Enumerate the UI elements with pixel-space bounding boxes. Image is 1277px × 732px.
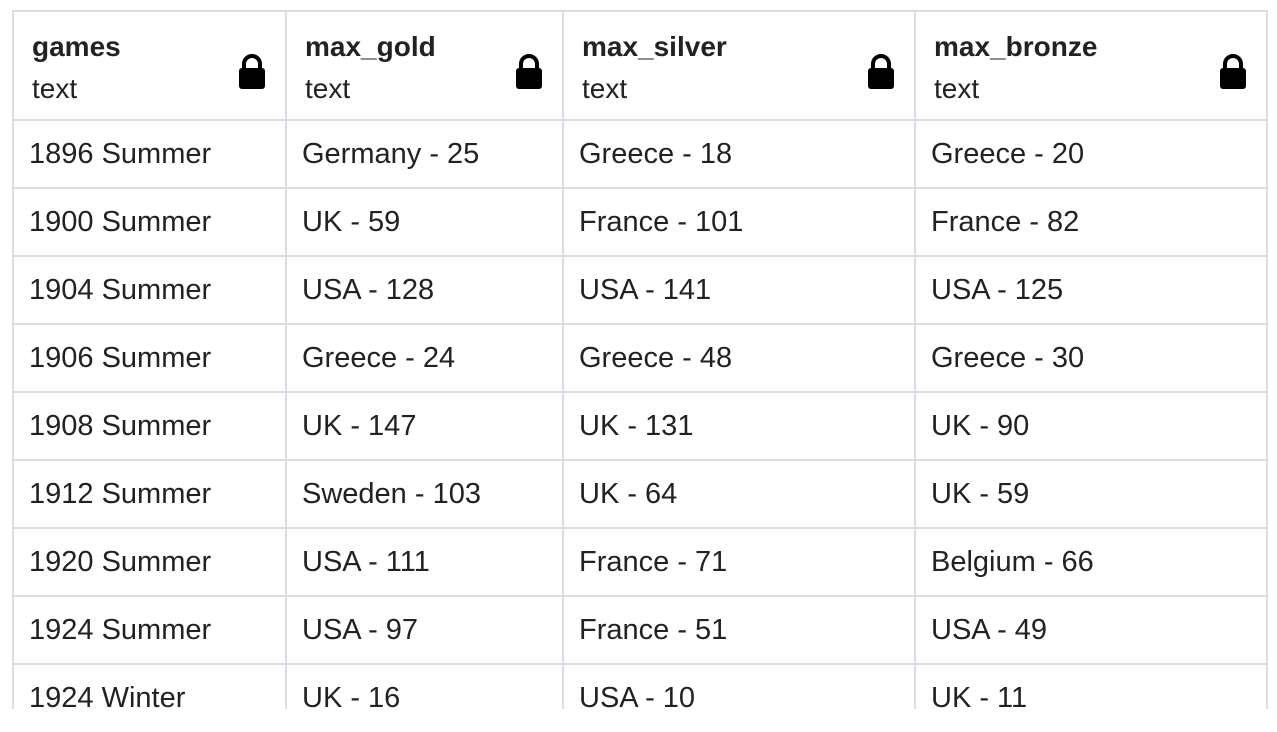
table-cell[interactable]: Greece - 30 — [914, 323, 1268, 393]
column-name: games — [32, 31, 121, 62]
column-type: text — [305, 73, 351, 104]
table-cell[interactable]: France - 101 — [562, 187, 916, 257]
column-type: text — [934, 73, 980, 104]
table-cell[interactable]: USA - 128 — [285, 255, 564, 325]
table-row: 1906 Summer Greece - 24 Greece - 48 Gree… — [12, 323, 1268, 393]
table-row: 1900 Summer UK - 59 France - 101 France … — [12, 187, 1268, 257]
table-cell[interactable]: 1924 Summer — [12, 595, 287, 665]
column-name: max_bronze — [934, 31, 1098, 62]
table-row: 1920 Summer USA - 111 France - 71 Belgiu… — [12, 527, 1268, 597]
lock-icon — [868, 54, 894, 89]
table-cell[interactable]: Greece - 20 — [914, 119, 1268, 189]
table-cell[interactable]: 1900 Summer — [12, 187, 287, 257]
table-cell[interactable]: France - 51 — [562, 595, 916, 665]
table-cell[interactable]: Belgium - 66 — [914, 527, 1268, 597]
result-grid: games text max_gold text max — [12, 10, 1268, 709]
table-cell[interactable]: 1906 Summer — [12, 323, 287, 393]
lock-icon — [239, 54, 265, 89]
table-cell[interactable]: Greece - 24 — [285, 323, 564, 393]
table-row: 1908 Summer UK - 147 UK - 131 UK - 90 — [12, 391, 1268, 461]
table-cell[interactable]: France - 82 — [914, 187, 1268, 257]
column-name: max_silver — [582, 31, 727, 62]
table-cell[interactable]: France - 71 — [562, 527, 916, 597]
table-row: 1912 Summer Sweden - 103 UK - 64 UK - 59 — [12, 459, 1268, 529]
data-output-table: games text max_gold text max — [12, 10, 1268, 709]
table-row: 1924 Winter UK - 16 USA - 10 UK - 11 — [12, 663, 1268, 709]
table-cell[interactable]: 1920 Summer — [12, 527, 287, 597]
table-cell[interactable]: Greece - 48 — [562, 323, 916, 393]
table-cell[interactable]: 1904 Summer — [12, 255, 287, 325]
column-header-max-gold[interactable]: max_gold text — [285, 10, 564, 121]
table-cell[interactable]: USA - 10 — [562, 663, 916, 709]
table-cell[interactable]: UK - 64 — [562, 459, 916, 529]
header-row: games text max_gold text max — [12, 10, 1268, 121]
table-row: 1896 Summer Germany - 25 Greece - 18 Gre… — [12, 119, 1268, 189]
column-header-games[interactable]: games text — [12, 10, 287, 121]
table-cell[interactable]: UK - 11 — [914, 663, 1268, 709]
column-name: max_gold — [305, 31, 436, 62]
table-cell[interactable]: USA - 125 — [914, 255, 1268, 325]
table-cell[interactable]: UK - 131 — [562, 391, 916, 461]
table-cell[interactable]: USA - 49 — [914, 595, 1268, 665]
table-cell[interactable]: UK - 147 — [285, 391, 564, 461]
table-cell[interactable]: UK - 16 — [285, 663, 564, 709]
lock-icon — [516, 54, 542, 89]
column-header-max-silver[interactable]: max_silver text — [562, 10, 916, 121]
table-cell[interactable]: 1912 Summer — [12, 459, 287, 529]
table-cell[interactable]: UK - 90 — [914, 391, 1268, 461]
table-cell[interactable]: UK - 59 — [914, 459, 1268, 529]
table-row: 1904 Summer USA - 128 USA - 141 USA - 12… — [12, 255, 1268, 325]
table-cell[interactable]: USA - 97 — [285, 595, 564, 665]
column-header-max-bronze[interactable]: max_bronze text — [914, 10, 1268, 121]
table-cell[interactable]: Greece - 18 — [562, 119, 916, 189]
table-cell[interactable]: Sweden - 103 — [285, 459, 564, 529]
table-cell[interactable]: UK - 59 — [285, 187, 564, 257]
table-cell[interactable]: 1896 Summer — [12, 119, 287, 189]
column-type: text — [582, 73, 628, 104]
table-row: 1924 Summer USA - 97 France - 51 USA - 4… — [12, 595, 1268, 665]
table-cell[interactable]: USA - 141 — [562, 255, 916, 325]
lock-icon — [1220, 54, 1246, 89]
table-cell[interactable]: USA - 111 — [285, 527, 564, 597]
table-cell[interactable]: 1908 Summer — [12, 391, 287, 461]
table-cell[interactable]: Germany - 25 — [285, 119, 564, 189]
column-type: text — [32, 73, 78, 104]
table-cell[interactable]: 1924 Winter — [12, 663, 287, 709]
